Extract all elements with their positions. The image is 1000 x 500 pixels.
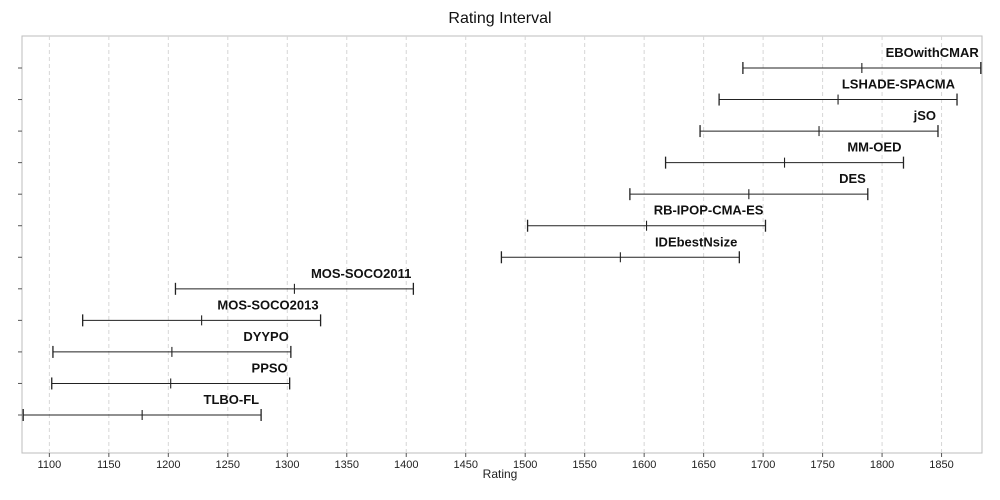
x-tick-label: 1750 xyxy=(810,459,834,471)
intervals: EBOwithCMAR LSHADE-SPACMA jSO MM-OED DES RB-I… xyxy=(22,45,982,421)
interval-lshade-spacma: LSHADE-SPACMA xyxy=(718,77,958,106)
x-tick-label: 1350 xyxy=(335,459,359,471)
interval-jso: jSO xyxy=(699,108,939,138)
x-ticks: 1100 1150 1200 1250 1300 1350 1400 1450 1500 1550… xyxy=(38,453,954,471)
interval-label: DES xyxy=(839,171,866,186)
interval-label: TLBO-FL xyxy=(204,392,260,407)
x-tick-label: 1800 xyxy=(870,459,894,471)
interval-mos-soco2011: MOS-SOCO2011 xyxy=(174,266,415,295)
x-tick-label: 1150 xyxy=(97,459,121,471)
x-tick-label: 1850 xyxy=(929,459,953,471)
interval-tlbo-fl: TLBO-FL xyxy=(22,392,262,421)
x-tick-label: 1700 xyxy=(751,459,775,471)
interval-label: jSO xyxy=(913,108,936,123)
chart-title: Rating Interval xyxy=(448,10,552,27)
interval-des: DES xyxy=(629,171,869,201)
x-axis-label: Rating xyxy=(482,467,518,481)
interval-label: MM-OED xyxy=(847,140,901,155)
x-tick-label: 1600 xyxy=(632,459,656,471)
interval-label: RB-IPOP-CMA-ES xyxy=(654,203,764,218)
interval-label: IDEbestNsize xyxy=(655,234,737,249)
interval-label: MOS-SOCO2013 xyxy=(217,297,318,312)
interval-label: PPSO xyxy=(252,360,288,375)
interval-idebestnsize: IDEbestNsize xyxy=(500,234,740,264)
x-tick-label: 1650 xyxy=(691,459,715,471)
x-tick-label: 1400 xyxy=(394,459,418,471)
interval-mos-soco2013: MOS-SOCO2013 xyxy=(82,297,322,327)
x-tick-label: 1500 xyxy=(513,459,537,471)
interval-label: EBOwithCMAR xyxy=(886,45,980,60)
interval-label: LSHADE-SPACMA xyxy=(842,77,956,92)
x-tick-label: 1200 xyxy=(156,459,180,471)
x-tick-label: 1250 xyxy=(216,459,240,471)
x-tick-label: 1100 xyxy=(38,459,62,471)
interval-label: DYYPO xyxy=(243,329,289,344)
interval-mm-oed: MM-OED xyxy=(664,140,905,169)
interval-label: MOS-SOCO2011 xyxy=(311,266,411,281)
x-tick-label: 1450 xyxy=(453,459,477,471)
interval-ppso: PPSO xyxy=(51,360,291,390)
x-tick-label: 1300 xyxy=(275,459,299,471)
interval-ebowithcmar: EBOwithCMAR xyxy=(742,45,982,74)
interval-dyypo: DYYPO xyxy=(52,329,292,358)
y-ticks xyxy=(18,67,22,416)
interval-rb-ipop-cma-es: RB-IPOP-CMA-ES xyxy=(526,203,767,232)
x-tick-label: 1550 xyxy=(572,459,596,471)
